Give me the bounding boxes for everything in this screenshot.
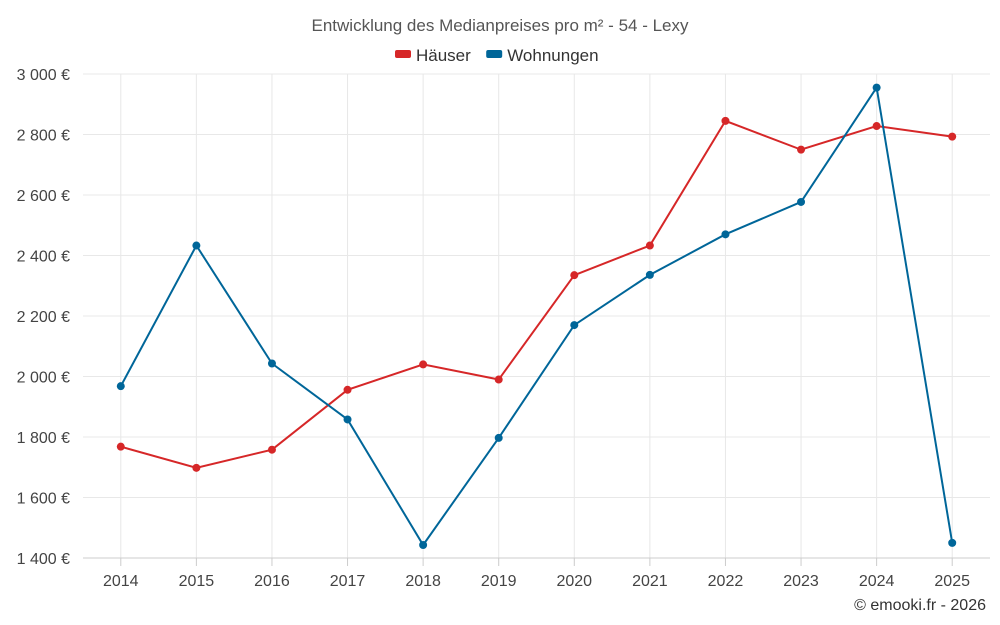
data-point-häuser[interactable] [267, 445, 276, 454]
x-tick-label: 2019 [481, 573, 517, 590]
data-point-wohnungen[interactable] [645, 270, 654, 279]
legend-swatch [395, 50, 411, 58]
x-tick-label: 2022 [708, 573, 744, 590]
x-tick-label: 2015 [179, 573, 215, 590]
data-point-wohnungen[interactable] [343, 415, 352, 424]
chart-title: Entwicklung des Medianpreises pro m² - 5… [312, 16, 689, 35]
data-point-häuser[interactable] [116, 442, 125, 451]
x-tick-label: 2025 [934, 573, 970, 590]
y-axis: 1 400 € 1 600 € 1 800 € 2 000 € 2 200 € 2 400… [17, 67, 70, 568]
series-line-wohnungen [119, 84, 954, 547]
x-tick-label: 2014 [103, 573, 139, 590]
legend-item-häuser[interactable]: Häuser [395, 46, 471, 65]
legend: Häuser Wohnungen [395, 46, 599, 65]
data-point-häuser[interactable] [721, 116, 730, 125]
y-tick-label: 1 400 € [17, 551, 70, 568]
x-axis: 2014 2015 2016 2017 2018 2019 2020 2021 2022 2023… [83, 557, 990, 590]
x-tick-label: 2021 [632, 573, 668, 590]
legend-swatch [486, 50, 503, 58]
x-tick-label: 2024 [859, 573, 895, 590]
data-point-häuser[interactable] [948, 132, 957, 141]
data-point-wohnungen[interactable] [116, 382, 125, 391]
y-tick-label: 2 400 € [17, 249, 70, 266]
y-tick-label: 2 600 € [17, 188, 70, 205]
x-tick-label: 2018 [405, 573, 441, 590]
credit-text: © emooki.fr - 2026 [854, 597, 986, 614]
data-point-häuser[interactable] [343, 385, 352, 394]
y-tick-label: 2 800 € [17, 128, 70, 145]
data-point-häuser[interactable] [872, 122, 881, 131]
y-tick-label: 3 000 € [17, 67, 70, 84]
data-point-häuser[interactable] [797, 145, 806, 154]
data-point-wohnungen[interactable] [419, 540, 428, 549]
legend-label: Wohnungen [507, 46, 598, 65]
data-point-häuser[interactable] [192, 463, 201, 472]
x-tick-label: 2020 [556, 573, 592, 590]
data-point-wohnungen[interactable] [192, 241, 201, 250]
series-line-häuser [120, 119, 953, 469]
y-tick-label: 1 800 € [17, 430, 70, 447]
legend-label: Häuser [416, 46, 471, 65]
data-point-häuser[interactable] [645, 241, 654, 250]
data-point-häuser[interactable] [570, 271, 579, 280]
y-tick-label: 1 600 € [17, 491, 70, 508]
series-group [116, 83, 957, 549]
data-point-wohnungen[interactable] [948, 538, 957, 547]
y-tick-label: 2 200 € [17, 309, 70, 326]
data-point-wohnungen[interactable] [721, 230, 730, 239]
data-point-häuser[interactable] [419, 360, 428, 369]
x-tick-label: 2016 [254, 573, 290, 590]
grid-lines [83, 73, 990, 559]
y-tick-label: 2 000 € [17, 370, 70, 387]
x-tick-label: 2023 [783, 573, 819, 590]
data-point-wohnungen[interactable] [570, 321, 579, 330]
data-point-wohnungen[interactable] [267, 359, 276, 368]
x-tick-label: 2017 [330, 573, 366, 590]
data-point-wohnungen[interactable] [872, 83, 881, 92]
data-point-häuser[interactable] [494, 375, 503, 384]
data-point-wohnungen[interactable] [494, 433, 503, 442]
legend-item-wohnungen[interactable]: Wohnungen [486, 46, 599, 65]
data-point-wohnungen[interactable] [797, 197, 806, 206]
